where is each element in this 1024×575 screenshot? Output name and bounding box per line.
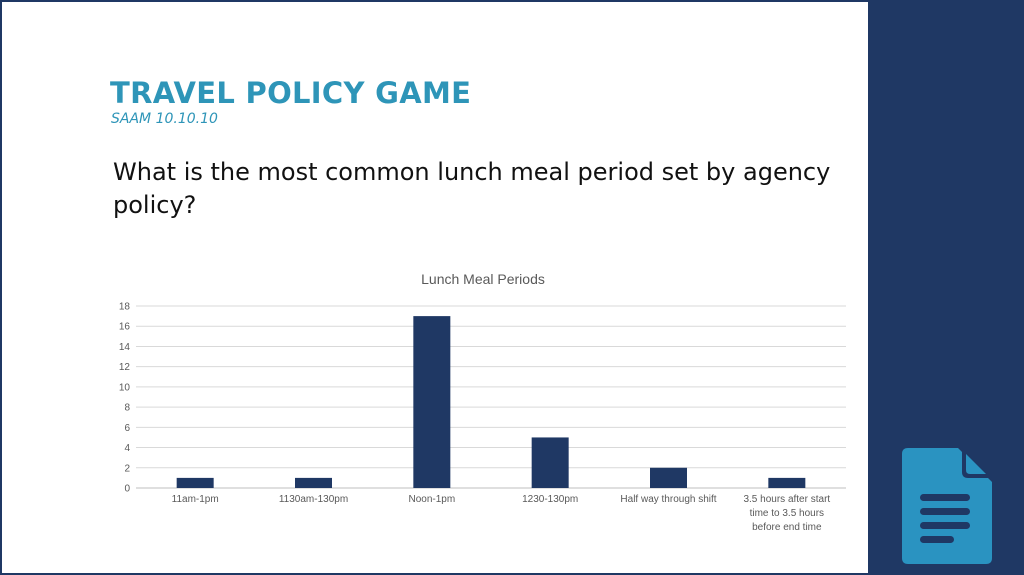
bar-chart: Lunch Meal Periods 0 2 4 6 8 10 12 14 16 18 11am-… — [119, 271, 846, 533]
y-tick-label: 0 — [124, 484, 130, 495]
y-tick-label: 12 — [119, 362, 131, 373]
document-icon — [902, 448, 992, 564]
x-tick-label: 1230-130pm — [522, 494, 578, 505]
bar — [295, 477, 332, 488]
x-tick-label: Half way through shift — [620, 494, 716, 505]
y-tick-label: 4 — [124, 443, 130, 454]
bar — [768, 477, 806, 488]
bar — [650, 467, 687, 488]
page-subtitle: SAAM 10.10.10 — [111, 111, 218, 127]
bar — [531, 437, 569, 488]
bar — [176, 477, 214, 488]
bar — [413, 316, 451, 488]
page-title: TRAVEL POLICY GAME — [110, 76, 472, 110]
y-tick-label: 16 — [119, 322, 131, 333]
chart-bars — [176, 316, 806, 488]
y-tick-label: 8 — [124, 403, 130, 414]
chart-title: Lunch Meal Periods — [421, 271, 545, 287]
y-tick-label: 2 — [124, 463, 130, 474]
y-tick-label: 10 — [119, 382, 131, 393]
question-text: What is the most common lunch meal perio… — [113, 158, 831, 219]
x-axis-ticks: 11am-1pm 1130am-130pm Noon-1pm 1230-130pm Ha… — [172, 494, 831, 533]
y-tick-label: 6 — [124, 423, 130, 434]
y-tick-label: 14 — [119, 342, 131, 353]
x-tick-label: 1130am-130pm — [279, 494, 348, 505]
y-tick-label: 18 — [119, 302, 131, 313]
x-tick-label: 3.5 hours after start time to 3.5 hours be… — [743, 494, 830, 533]
x-tick-label: Noon-1pm — [408, 494, 455, 505]
y-axis-ticks: 0 2 4 6 8 10 12 14 16 18 — [119, 302, 131, 495]
chart-gridlines — [136, 305, 846, 489]
x-tick-label: 11am-1pm — [172, 494, 219, 505]
